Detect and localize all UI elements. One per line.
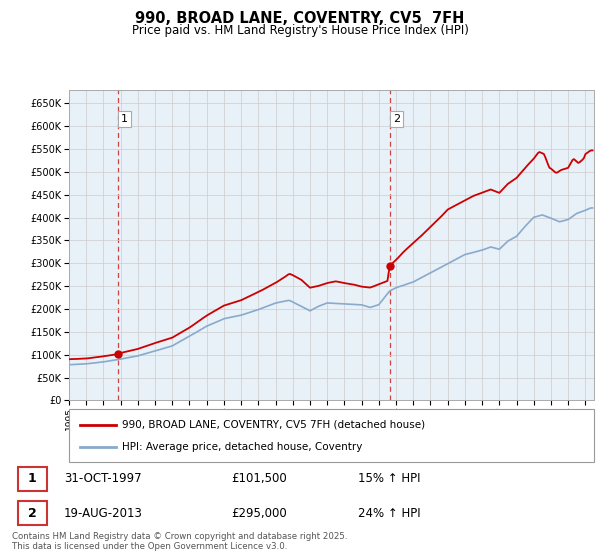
Text: 990, BROAD LANE, COVENTRY, CV5 7FH (detached house): 990, BROAD LANE, COVENTRY, CV5 7FH (deta… bbox=[121, 420, 425, 430]
Text: 1: 1 bbox=[28, 473, 37, 486]
Text: Price paid vs. HM Land Registry's House Price Index (HPI): Price paid vs. HM Land Registry's House … bbox=[131, 24, 469, 37]
Text: 2: 2 bbox=[393, 114, 400, 124]
Text: 2: 2 bbox=[28, 507, 37, 520]
Text: 31-OCT-1997: 31-OCT-1997 bbox=[64, 473, 142, 486]
Bar bbox=[18, 466, 47, 491]
Text: 24% ↑ HPI: 24% ↑ HPI bbox=[358, 507, 420, 520]
Text: HPI: Average price, detached house, Coventry: HPI: Average price, detached house, Cove… bbox=[121, 442, 362, 452]
Text: 1: 1 bbox=[121, 114, 128, 124]
Text: £295,000: £295,000 bbox=[231, 507, 287, 520]
Text: Contains HM Land Registry data © Crown copyright and database right 2025.
This d: Contains HM Land Registry data © Crown c… bbox=[12, 532, 347, 552]
Text: 19-AUG-2013: 19-AUG-2013 bbox=[64, 507, 143, 520]
Text: 15% ↑ HPI: 15% ↑ HPI bbox=[358, 473, 420, 486]
Bar bbox=[18, 501, 47, 525]
Text: 990, BROAD LANE, COVENTRY, CV5  7FH: 990, BROAD LANE, COVENTRY, CV5 7FH bbox=[136, 11, 464, 26]
Text: £101,500: £101,500 bbox=[231, 473, 287, 486]
